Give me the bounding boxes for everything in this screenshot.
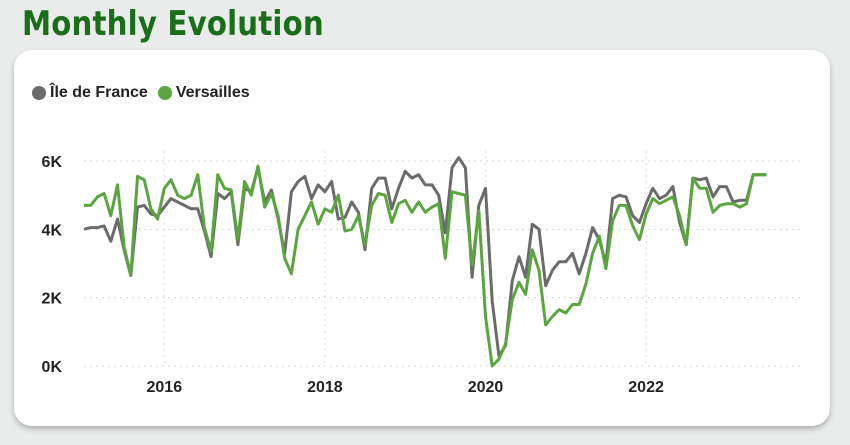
y-tick-label: 6K	[42, 154, 63, 171]
x-tick-label: 2018	[307, 379, 343, 396]
x-tick-label: 2020	[468, 379, 504, 396]
x-tick-label: 2016	[147, 379, 183, 396]
chart-card: Île de France Versailles 0K 2K 4K 6K 2016 20…	[14, 50, 830, 426]
series-line-versailles[interactable]	[84, 164, 767, 368]
page-title: Monthly Evolution	[22, 4, 324, 44]
legend-label-ile-de-france: Île de France	[50, 84, 148, 101]
series-lines	[83, 156, 767, 368]
line-chart: 0K 2K 4K 6K 2016 2018 2020 2022	[42, 151, 800, 396]
legend-label-versailles: Versailles	[175, 84, 250, 101]
x-tick-label: 2022	[628, 379, 664, 396]
legend-marker-ile-de-france	[32, 86, 46, 100]
legend-item-ile-de-france[interactable]: Île de France	[32, 84, 148, 102]
chart-legend: Île de France Versailles	[32, 84, 254, 102]
legend-marker-versailles	[157, 86, 172, 100]
y-axis-ticks: 0K 2K 4K 6K	[42, 154, 63, 376]
series-line-ile-de-france[interactable]	[83, 156, 767, 358]
x-axis-ticks: 2016 2018 2020 2022	[147, 379, 664, 396]
y-tick-label: 4K	[42, 222, 63, 239]
y-tick-label: 0K	[42, 359, 63, 376]
legend-item-versailles[interactable]: Versailles	[157, 84, 250, 102]
y-tick-label: 2K	[42, 291, 63, 308]
